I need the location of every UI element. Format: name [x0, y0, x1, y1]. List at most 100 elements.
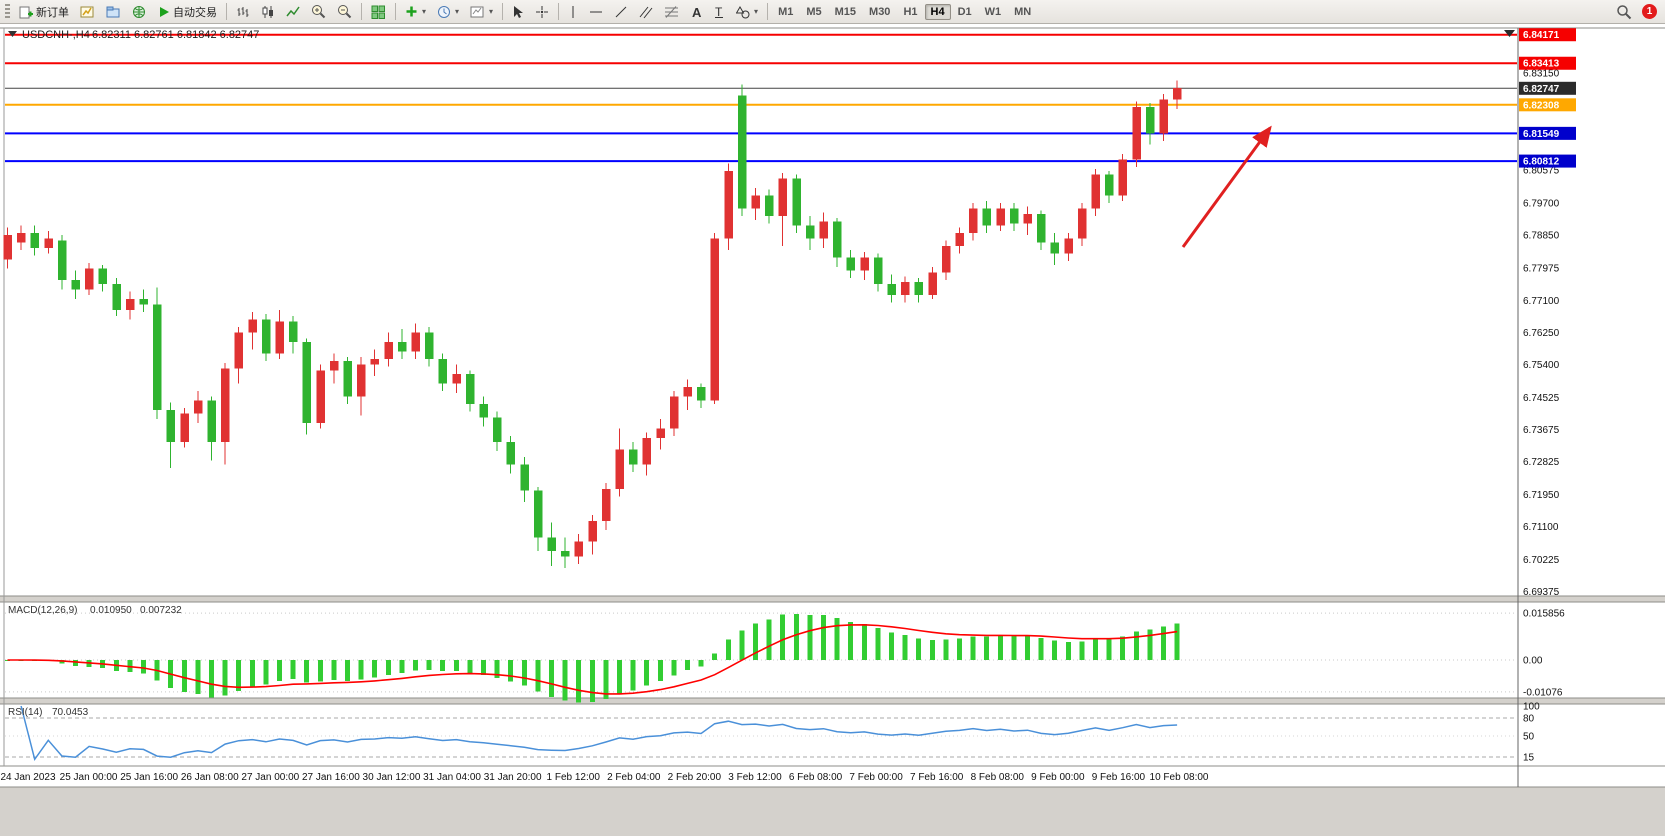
line-chart-type-button[interactable]: [281, 2, 305, 22]
timeframe-button-W1[interactable]: W1: [984, 5, 1002, 18]
timeframe-button-M1[interactable]: M1: [778, 5, 794, 18]
macd-bar: [793, 614, 799, 660]
candle-body: [98, 268, 108, 284]
macd-histogram-layer: [5, 614, 1180, 703]
macd-bar: [834, 618, 840, 660]
chart-shift-marker[interactable]: [1504, 30, 1515, 37]
price-badge: [1519, 81, 1576, 95]
macd-bar: [889, 632, 894, 660]
candle-body: [452, 374, 461, 384]
crosshair-tool-button[interactable]: [530, 2, 554, 22]
new-order-button[interactable]: 新订单: [14, 2, 74, 22]
macd-bar: [780, 614, 786, 660]
macd-bar: [671, 660, 677, 676]
macd-axis-label: 0.00: [1523, 656, 1543, 667]
candle-body: [234, 332, 244, 369]
candle-body: [819, 221, 828, 239]
vertical-line-tool-button[interactable]: [563, 2, 583, 22]
macd-bar: [630, 660, 636, 691]
cursor-icon: [514, 5, 524, 18]
ohlc-readout: 6.82311 6.82761 6.81842 6.82747: [92, 29, 259, 41]
zoom-in-button[interactable]: [306, 2, 331, 22]
panel-splitter[interactable]: [0, 698, 1665, 704]
candle-body: [221, 368, 230, 442]
new-chart-icon-button[interactable]: [75, 2, 100, 22]
macd-bar: [997, 635, 1003, 660]
zoom-out-button[interactable]: [332, 2, 357, 22]
macd-bar: [970, 636, 976, 660]
candle-body: [1091, 174, 1100, 209]
macd-main-value: 0.010950: [90, 605, 132, 616]
candle-body: [1037, 214, 1046, 243]
macd-bar: [1079, 641, 1085, 660]
autotrading-button[interactable]: 自动交易: [153, 2, 222, 22]
label-tool-button[interactable]: T: [708, 2, 730, 22]
toolbar-grip[interactable]: [5, 3, 10, 20]
macd-bar: [603, 660, 609, 700]
search-button[interactable]: [1611, 2, 1637, 22]
timeframe-button-D1[interactable]: D1: [957, 5, 972, 18]
timeframe-button-MN[interactable]: MN: [1014, 5, 1032, 18]
time-axis-label: 27 Jan 00:00: [241, 772, 299, 783]
annotation-arrow[interactable]: [1181, 125, 1272, 248]
price-axis-label: 6.71100: [1523, 522, 1559, 533]
candle-body: [669, 396, 679, 429]
candle-body: [846, 257, 856, 271]
candle-chart-type-button[interactable]: [256, 2, 280, 22]
candle-body: [302, 342, 312, 423]
candle-body: [1064, 238, 1073, 254]
period-button[interactable]: ▾: [432, 2, 464, 22]
shapes-tool-button[interactable]: ▾: [731, 2, 763, 22]
candle-body: [1023, 214, 1032, 224]
candle-body: [112, 283, 121, 311]
collapse-quotes-icon[interactable]: [8, 31, 17, 37]
macd-bar: [508, 660, 514, 682]
price-badge-label: 6.82747: [1523, 84, 1560, 95]
macd-bar: [576, 660, 582, 703]
toolbar-separator: [767, 3, 769, 20]
time-axis-label: 24 Jan 2023: [0, 772, 55, 783]
add-indicator-button[interactable]: ▾: [400, 2, 431, 22]
new-chart-icon: [80, 6, 94, 17]
dropdown-arrow-icon: ▾: [422, 7, 427, 16]
timeframe-button-M30[interactable]: M30: [869, 5, 891, 18]
notification-badge[interactable]: 1: [1642, 4, 1657, 19]
candle-body: [207, 400, 216, 442]
candle-body: [506, 441, 516, 465]
macd-bar: [1093, 638, 1098, 660]
macd-bar: [1174, 623, 1180, 660]
candles-layer: [3, 80, 1182, 568]
macd-bar: [861, 624, 867, 660]
timeframe-button-H1[interactable]: H1: [903, 5, 918, 18]
toolbar-separator: [226, 3, 227, 20]
timeframe-button-H4[interactable]: H4: [924, 3, 951, 20]
candle-body: [384, 342, 393, 360]
timeframe-button-M5[interactable]: M5: [806, 5, 822, 18]
macd-bar: [494, 660, 500, 678]
candle-body: [969, 208, 978, 234]
timeframe-button-M15[interactable]: M15: [834, 5, 857, 18]
cursor-tool-button[interactable]: [507, 2, 529, 22]
candle-body: [85, 268, 94, 290]
time-axis: 24 Jan 2023 25 Jan 00:00 25 Jan 16:00 26 Ja…: [0, 772, 1208, 783]
bar-chart-type-button[interactable]: [231, 2, 255, 22]
template-button[interactable]: ▾: [465, 2, 498, 22]
candle-body: [357, 364, 366, 397]
marketwatch-icon-button[interactable]: [127, 2, 152, 22]
profiles-icon-button[interactable]: [101, 2, 126, 22]
candle-body: [30, 233, 40, 249]
macd-bar: [453, 660, 459, 671]
time-axis-label: 31 Jan 20:00: [484, 772, 542, 783]
dropdown-arrow-icon: ▾: [754, 7, 759, 16]
trendline-tool-button[interactable]: [609, 2, 633, 22]
channel-tool-button[interactable]: [634, 2, 658, 22]
panel-splitter[interactable]: [0, 596, 1665, 602]
macd-bar: [1120, 636, 1126, 660]
candle-body: [411, 332, 420, 352]
tile-windows-button[interactable]: [366, 2, 391, 22]
horizontal-line-tool-button[interactable]: [584, 2, 608, 22]
macd-bar: [385, 660, 391, 675]
text-tool-button[interactable]: A: [685, 2, 707, 22]
fibonacci-tool-button[interactable]: [659, 2, 684, 22]
time-axis-label: 3 Feb 12:00: [728, 772, 782, 783]
